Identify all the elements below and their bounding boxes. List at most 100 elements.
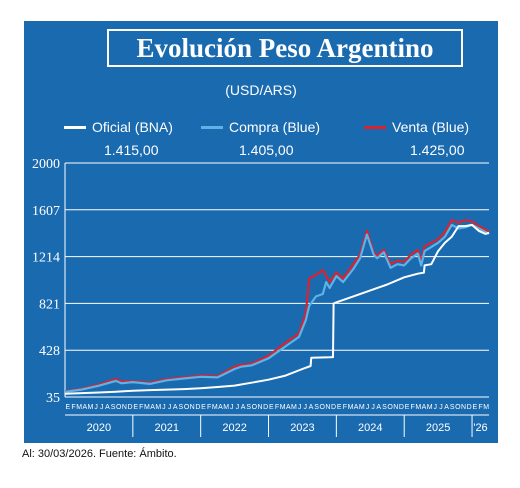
month-label-2-0: E [201,404,206,411]
month-label-0-3: A [82,404,87,411]
month-label-0-8: S [111,404,116,411]
month-label-1-5: J [162,404,166,411]
month-label-1-7: A [173,404,178,411]
month-label-3-6: J [304,404,308,411]
month-label-1-0: E [133,404,138,411]
month-label-6-0: E [473,404,478,411]
year-label-2: 2022 [222,422,246,434]
value-compra: 1.405,00 [239,142,294,158]
month-label-3-10: N [325,404,330,411]
month-label-0-4: M [88,404,94,411]
year-label-4: 2024 [358,422,382,434]
chart-frame: Evolución Peso Argentino (USD/ARS) Ofici… [24,21,498,443]
month-label-4-2: M [348,404,354,411]
month-label-1-11: D [195,404,200,411]
month-label-5-2: M [415,404,421,411]
month-label-5-7: A [444,404,449,411]
month-label-0-6: J [100,404,104,411]
month-label-2-2: M [212,404,218,411]
value-oficial: 1.415,00 [104,142,159,158]
legend-swatch-oficial [64,125,86,129]
month-label-3-5: J [298,404,302,411]
month-label-5-3: A [422,404,427,411]
month-label-2-6: J [236,404,240,411]
month-label-1-1: F [139,404,143,411]
month-label-2-1: F [207,404,211,411]
month-label-5-0: E [405,404,410,411]
month-label-3-1: F [275,404,279,411]
month-label-2-3: A [218,404,223,411]
y-tick-label-1: 428 [39,344,60,359]
month-label-4-7: A [376,404,381,411]
month-label-1-10: N [190,404,195,411]
title-box: Evolución Peso Argentino [107,29,463,67]
month-label-1-2: M [144,404,150,411]
month-label-2-10: N [258,404,263,411]
month-label-0-11: D [127,404,132,411]
month-label-3-11: D [331,404,336,411]
month-label-2-8: S [246,404,251,411]
legend-oficial: Oficial (BNA) [64,119,173,135]
legend-label-oficial: Oficial (BNA) [92,119,173,135]
month-label-4-0: E [337,404,342,411]
month-label-3-2: M [280,404,286,411]
series-line-venta [64,219,490,393]
month-label-3-3: A [286,404,291,411]
month-label-3-7: A [309,404,314,411]
legend-venta: Venta (Blue) [364,119,469,135]
y-tick-label-0: 35 [46,391,60,406]
year-label-0: 2020 [87,422,111,434]
month-label-4-9: O [387,404,393,411]
month-label-0-2: M [76,404,82,411]
month-label-0-0: E [65,404,70,411]
month-label-1-3: A [150,404,155,411]
month-label-5-4: M [427,404,433,411]
year-label-1: 2021 [155,422,179,434]
month-label-2-4: M [223,404,229,411]
year-label-6: '26 [473,422,487,434]
month-label-4-8: S [382,404,387,411]
legend-label-venta: Venta (Blue) [392,119,470,135]
month-label-5-6: J [439,404,443,411]
month-label-4-1: F [343,404,347,411]
month-label-0-10: N [122,404,127,411]
month-label-4-6: J [371,404,375,411]
month-label-1-9: O [184,404,190,411]
month-label-5-8: S [450,404,455,411]
chart-subtitle: (USD/ARS) [225,82,297,98]
chart-title: Evolución Peso Argentino [136,32,434,63]
month-label-5-5: J [434,404,438,411]
footer-note: Al: 30/03/2026. Fuente: Ámbito. [22,448,177,460]
month-label-5-11: D [467,404,472,411]
month-label-1-8: S [179,404,184,411]
month-label-0-7: A [105,404,110,411]
month-label-5-10: N [461,404,466,411]
value-venta: 1.425,00 [410,142,465,158]
legend-compra: Compra (Blue) [201,119,320,135]
legend-swatch-venta [364,125,386,129]
month-label-2-9: O [252,404,258,411]
month-label-1-4: M [155,404,161,411]
month-label-3-9: O [320,404,326,411]
month-label-0-5: J [94,404,98,411]
month-label-1-6: J [168,404,172,411]
month-label-5-1: F [411,404,415,411]
month-label-0-9: O [116,404,122,411]
month-label-5-9: O [455,404,461,411]
month-label-3-0: E [269,404,274,411]
month-label-4-10: N [393,404,398,411]
legend-swatch-compra [201,125,223,129]
month-label-4-11: D [399,404,404,411]
series-line-compra [64,223,490,393]
month-label-3-4: M [291,404,297,411]
month-label-6-2: M [483,404,489,411]
month-label-2-11: D [263,404,268,411]
month-label-6-1: F [478,404,482,411]
month-label-4-4: M [359,404,365,411]
legend-label-compra: Compra (Blue) [229,119,321,135]
series-line-oficial [64,223,490,395]
y-tick-label-4: 1607 [32,204,60,219]
month-label-2-5: J [230,404,234,411]
year-label-3: 2023 [290,422,314,434]
